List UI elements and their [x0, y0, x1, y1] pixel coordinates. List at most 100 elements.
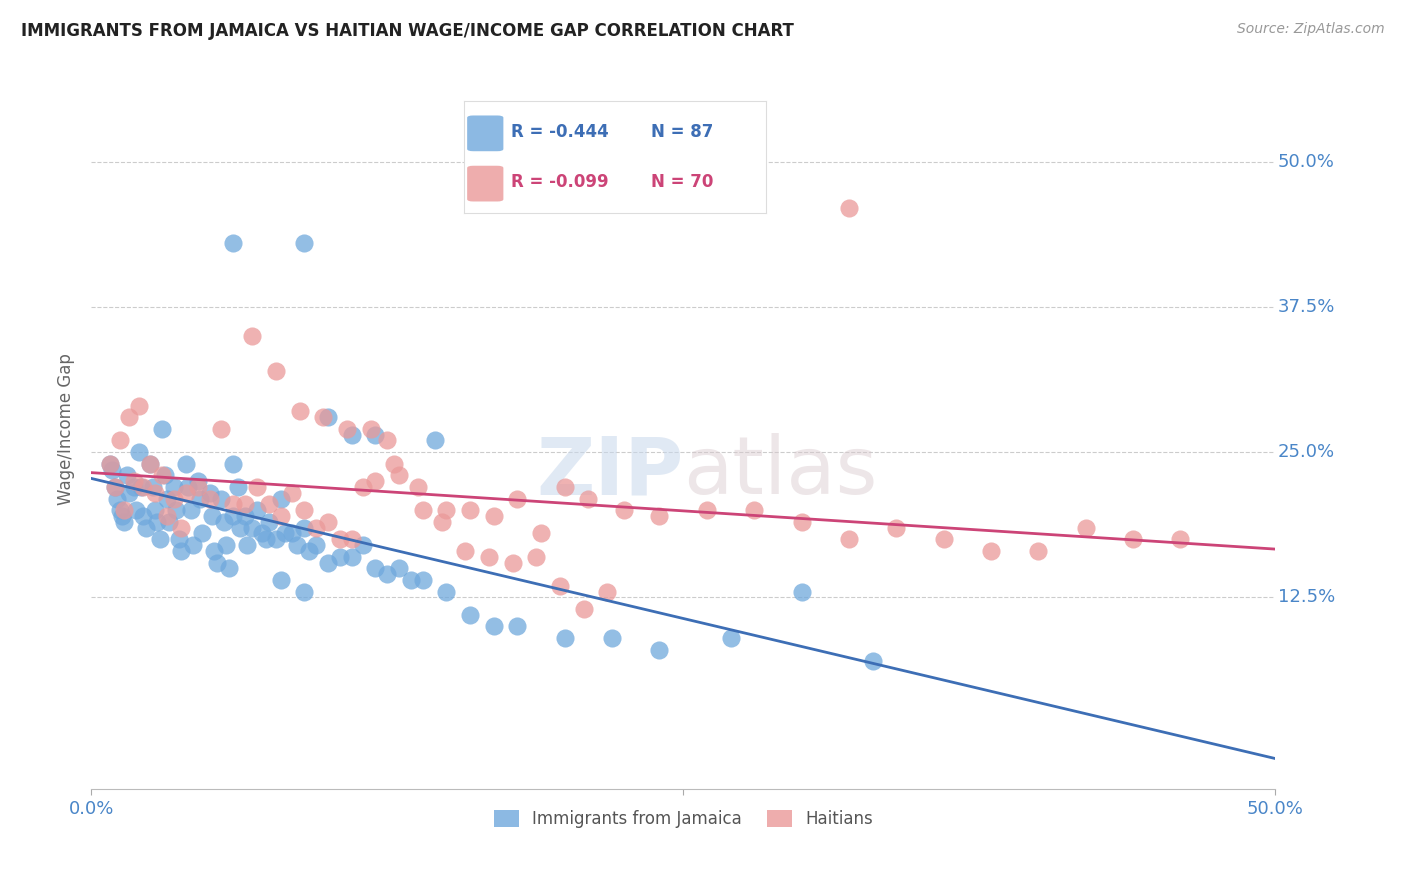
Point: [150, 422, 173, 436]
Point: [353, 480, 375, 494]
Text: Source: ZipAtlas.com: Source: ZipAtlas.com: [1237, 22, 1385, 37]
Point: [156, 509, 179, 524]
Text: 12.5%: 12.5%: [1278, 589, 1334, 607]
Point: [246, 503, 269, 517]
Point: [233, 509, 256, 524]
Point: [506, 491, 529, 506]
Point: [201, 509, 224, 524]
Point: [156, 491, 179, 506]
Point: [139, 457, 162, 471]
Point: [412, 573, 434, 587]
Point: [329, 549, 352, 564]
Point: [174, 457, 197, 471]
Point: [360, 422, 382, 436]
Point: [146, 515, 169, 529]
Point: [340, 427, 363, 442]
Point: [122, 480, 145, 494]
Point: [198, 491, 221, 506]
Point: [458, 503, 481, 517]
Text: IMMIGRANTS FROM JAMAICA VS HAITIAN WAGE/INCOME GAP CORRELATION CHART: IMMIGRANTS FROM JAMAICA VS HAITIAN WAGE/…: [21, 22, 794, 40]
Text: 50.0%: 50.0%: [1278, 153, 1334, 170]
Point: [430, 515, 453, 529]
Point: [292, 521, 315, 535]
Point: [340, 549, 363, 564]
Point: [305, 521, 328, 535]
Point: [790, 515, 813, 529]
Point: [222, 457, 245, 471]
Point: [281, 526, 304, 541]
Point: [150, 468, 173, 483]
Point: [177, 480, 200, 494]
Point: [165, 503, 187, 517]
Point: [454, 544, 477, 558]
Point: [884, 521, 907, 535]
Point: [578, 491, 600, 506]
Point: [434, 584, 457, 599]
Point: [108, 434, 131, 448]
Point: [257, 498, 280, 512]
Point: [329, 533, 352, 547]
Point: [167, 533, 190, 547]
Point: [202, 544, 225, 558]
Point: [270, 573, 292, 587]
Point: [143, 485, 166, 500]
Point: [790, 584, 813, 599]
Point: [132, 509, 155, 524]
Point: [254, 533, 277, 547]
Point: [298, 544, 321, 558]
Point: [932, 533, 955, 547]
Point: [502, 556, 524, 570]
Point: [181, 538, 204, 552]
Point: [118, 485, 141, 500]
Point: [288, 404, 311, 418]
Text: 37.5%: 37.5%: [1278, 298, 1334, 316]
Point: [292, 235, 315, 250]
Point: [312, 410, 335, 425]
Point: [458, 607, 481, 622]
Point: [163, 491, 186, 506]
Point: [862, 654, 884, 668]
Point: [1170, 533, 1192, 547]
Point: [264, 533, 287, 547]
Point: [406, 480, 429, 494]
Point: [112, 503, 135, 517]
Point: [482, 509, 505, 524]
Point: [215, 538, 238, 552]
Point: [305, 538, 328, 552]
Point: [101, 462, 124, 476]
Point: [240, 329, 263, 343]
Point: [720, 631, 742, 645]
Point: [250, 526, 273, 541]
Point: [316, 515, 339, 529]
Point: [112, 515, 135, 529]
Point: [125, 503, 148, 517]
Point: [198, 485, 221, 500]
Point: [613, 503, 636, 517]
Point: [388, 561, 411, 575]
Text: 25.0%: 25.0%: [1278, 443, 1334, 461]
Text: ZIP: ZIP: [536, 434, 683, 511]
Point: [142, 480, 165, 494]
Point: [174, 485, 197, 500]
Point: [648, 509, 671, 524]
Point: [129, 480, 152, 494]
Point: [139, 457, 162, 471]
Point: [122, 474, 145, 488]
Point: [149, 533, 172, 547]
Point: [285, 538, 308, 552]
Point: [316, 410, 339, 425]
Point: [132, 480, 155, 494]
Text: atlas: atlas: [683, 434, 877, 511]
Point: [236, 538, 259, 552]
Point: [364, 474, 387, 488]
Point: [316, 556, 339, 570]
Point: [506, 619, 529, 633]
Y-axis label: Wage/Income Gap: Wage/Income Gap: [58, 353, 75, 505]
Point: [572, 602, 595, 616]
Point: [229, 521, 252, 535]
Point: [412, 503, 434, 517]
Point: [399, 573, 422, 587]
Point: [222, 235, 245, 250]
Point: [270, 509, 292, 524]
Point: [838, 533, 860, 547]
